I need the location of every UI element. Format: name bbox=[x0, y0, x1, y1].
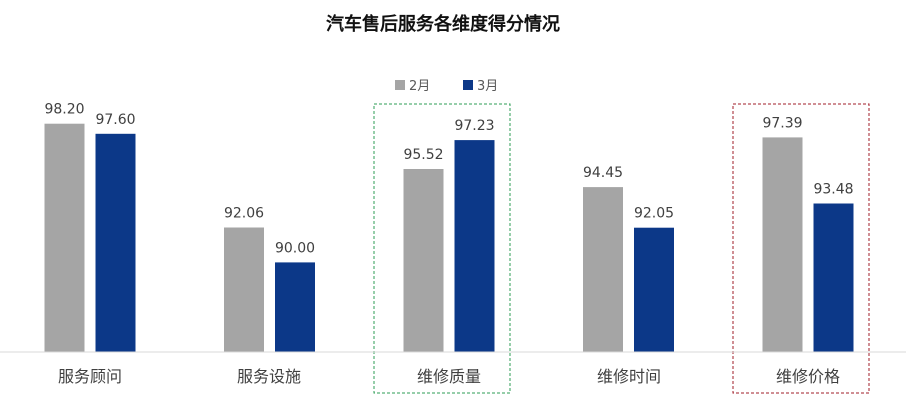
bar-series1-cat3 bbox=[634, 227, 674, 352]
category-label-2: 维修质量 bbox=[417, 367, 481, 386]
data-label-series0-cat3: 94.45 bbox=[583, 165, 623, 181]
data-label-series1-cat4: 93.48 bbox=[813, 182, 853, 198]
category-label-4: 维修价格 bbox=[776, 367, 840, 386]
bar-series0-cat0 bbox=[44, 123, 85, 352]
category-label-1: 服务设施 bbox=[237, 367, 301, 386]
legend-swatch-1 bbox=[463, 80, 473, 90]
bar-series0-cat4 bbox=[762, 137, 803, 352]
data-label-series0-cat0: 98.20 bbox=[44, 102, 84, 118]
legend: 2月 3月 bbox=[395, 79, 498, 94]
highlight-box-0 bbox=[373, 103, 511, 394]
category-label-3: 维修时间 bbox=[597, 367, 661, 386]
data-label-series0-cat1: 92.06 bbox=[224, 206, 264, 222]
bar-series0-cat3 bbox=[583, 187, 623, 352]
highlight-box-1 bbox=[732, 103, 870, 394]
data-label-series0-cat2: 95.52 bbox=[403, 147, 443, 163]
data-labels: 98.20 97.60 92.06 90.00 95.52 97.23 94.45 92.05… bbox=[44, 102, 853, 257]
bars bbox=[44, 123, 854, 352]
data-label-series1-cat2: 97.23 bbox=[454, 118, 494, 134]
data-label-series1-cat1: 90.00 bbox=[275, 240, 315, 256]
category-label-0: 服务顾问 bbox=[58, 367, 122, 386]
legend-label-1: 3月 bbox=[477, 79, 498, 94]
bar-series1-cat0 bbox=[95, 133, 136, 352]
legend-label-0: 2月 bbox=[409, 79, 430, 94]
bar-series1-cat1 bbox=[275, 262, 315, 352]
bar-series1-cat4 bbox=[813, 203, 854, 352]
bar-series0-cat2 bbox=[403, 169, 444, 352]
category-labels: 服务顾问 服务设施 维修质量 维修时间 维修价格 bbox=[58, 367, 840, 386]
bar-series1-cat2 bbox=[454, 140, 495, 352]
legend-swatch-0 bbox=[395, 80, 405, 90]
highlight-boxes bbox=[373, 103, 870, 394]
data-label-series0-cat4: 97.39 bbox=[762, 115, 802, 131]
bar-series0-cat1 bbox=[224, 227, 264, 352]
chart-title: 汽车售后服务各维度得分情况 bbox=[326, 13, 560, 35]
data-label-series1-cat0: 97.60 bbox=[95, 112, 135, 128]
data-label-series1-cat3: 92.05 bbox=[634, 206, 674, 222]
